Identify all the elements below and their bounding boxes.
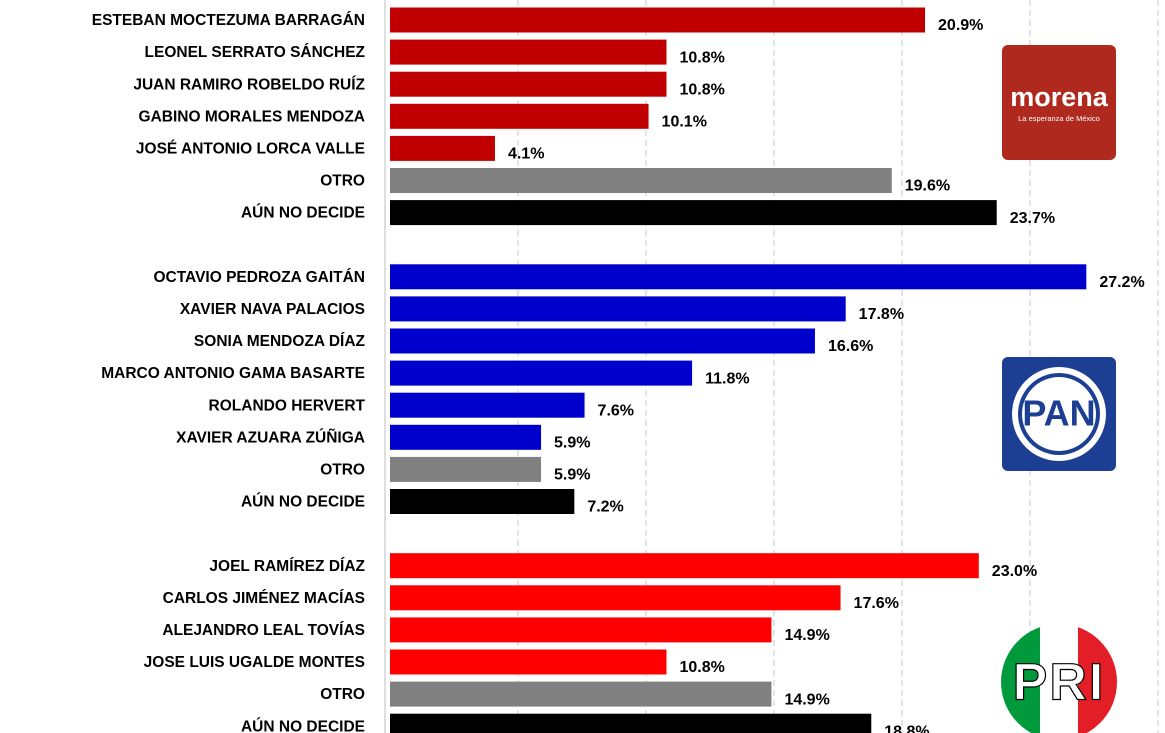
bar	[390, 328, 815, 354]
value-label: 7.6%	[598, 402, 634, 419]
value-label: 23.7%	[1010, 210, 1055, 227]
value-label: 14.9%	[784, 627, 829, 644]
category-label: AÚN NO DECIDE	[241, 493, 365, 511]
logo-name: morena	[1010, 82, 1109, 112]
morena-logo	[1002, 45, 1116, 160]
value-label: 16.6%	[828, 338, 873, 355]
category-label: OTRO	[320, 461, 365, 478]
value-label: 23.0%	[992, 563, 1037, 580]
category-label: SONIA MENDOZA DÍAZ	[194, 333, 366, 350]
bar	[390, 424, 542, 450]
category-label: XAVIER AZUARA ZÚÑIGA	[176, 428, 365, 446]
bar	[390, 39, 667, 65]
category-label: MARCO ANTONIO GAMA BASARTE	[101, 365, 365, 382]
category-label: OTRO	[320, 173, 365, 190]
category-label: ESTEBAN MOCTEZUMA BARRAGÁN	[92, 12, 365, 29]
bar	[390, 649, 667, 675]
category-label: OTRO	[320, 686, 365, 703]
logo-name: PRI	[1013, 654, 1106, 712]
value-label: 20.9%	[938, 17, 983, 34]
logo-name: PAN	[1022, 393, 1095, 434]
bar	[390, 456, 542, 482]
category-label: AÚN NO DECIDE	[241, 717, 365, 733]
category-label: XAVIER NAVA PALACIOS	[180, 301, 365, 318]
value-label: 10.8%	[679, 49, 724, 66]
bar	[390, 553, 979, 579]
bar	[390, 489, 575, 514]
category-label: OCTAVIO PEDROZA GAITÁN	[153, 269, 365, 286]
bar	[390, 135, 495, 161]
value-label: 7.2%	[587, 499, 623, 516]
value-label: 11.8%	[705, 370, 749, 387]
bar	[390, 168, 892, 193]
value-label: 27.2%	[1099, 274, 1144, 291]
value-label: 14.9%	[784, 691, 829, 708]
bar	[390, 7, 926, 33]
category-label: JOEL RAMÍREZ DÍAZ	[209, 558, 365, 575]
value-label: 5.9%	[554, 435, 590, 452]
bar	[390, 585, 841, 611]
bar-layer	[390, 7, 1087, 733]
category-label: ALEJANDRO LEAL TOVÍAS	[162, 622, 365, 639]
value-label: 17.6%	[854, 595, 899, 612]
category-label: GABINO MORALES MENDOZA	[139, 108, 365, 125]
value-label: 10.8%	[679, 81, 724, 98]
value-label: 18.8%	[884, 723, 929, 733]
bar	[390, 617, 772, 643]
bar	[390, 71, 667, 97]
category-label: ROLANDO HERVERT	[209, 397, 366, 414]
bar	[390, 360, 693, 386]
category-label: AÚN NO DECIDE	[241, 204, 365, 222]
category-label: CARLOS JIMÉNEZ MACÍAS	[163, 590, 365, 607]
category-label: JOSE LUIS UGALDE MONTES	[144, 654, 365, 671]
bar	[390, 264, 1087, 290]
value-label: 4.1%	[508, 146, 544, 163]
category-label: JUAN RAMIRO ROBELDO RUÍZ	[133, 76, 365, 93]
category-label: LEONEL SERRATO SÁNCHEZ	[145, 44, 366, 61]
bar	[390, 103, 649, 129]
value-label: 5.9%	[554, 467, 590, 484]
category-label: JOSÉ ANTONIO LORCA VALLE	[136, 140, 365, 157]
bar	[390, 681, 772, 707]
bar	[390, 200, 997, 226]
value-label: 10.1%	[662, 114, 707, 131]
value-label: 17.8%	[859, 306, 904, 323]
bar	[390, 392, 585, 418]
bar	[390, 713, 872, 733]
value-label: 19.6%	[905, 178, 950, 195]
logo-tagline: La esperanza de México	[1018, 114, 1100, 123]
pan-ring	[1022, 377, 1096, 451]
bar	[390, 296, 846, 322]
value-label: 10.8%	[679, 659, 724, 676]
pri-stripe	[1040, 624, 1078, 733]
